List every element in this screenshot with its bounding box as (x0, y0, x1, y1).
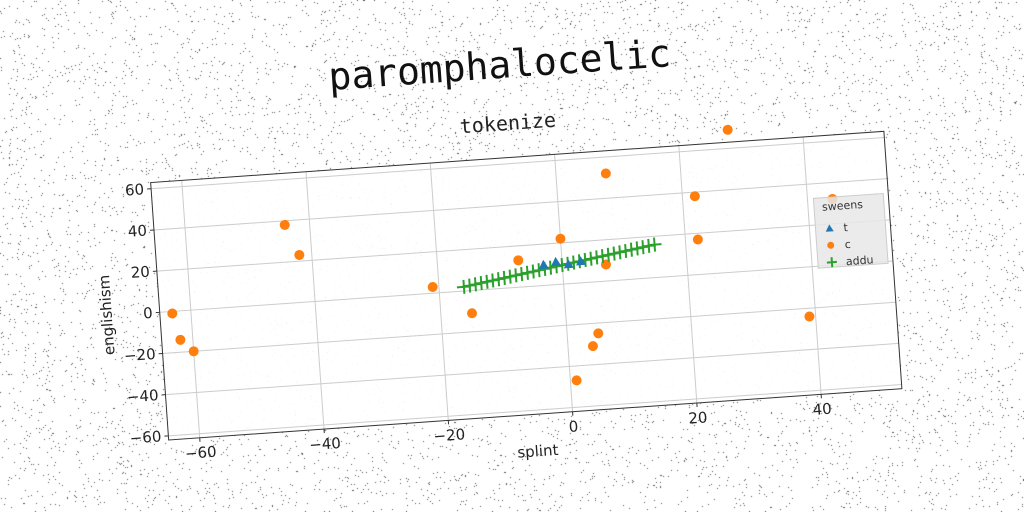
chart-suptitle: paromphalocelic (327, 31, 672, 99)
x-grid-line (181, 180, 201, 438)
chart-title: tokenize (459, 108, 557, 139)
legend-label: addu (845, 253, 874, 268)
y-grid-line (153, 178, 888, 231)
y-grid-line (162, 301, 896, 354)
x-grid-line (802, 136, 822, 395)
point-addu (647, 237, 662, 252)
point-c (555, 233, 566, 244)
point-c (689, 191, 700, 202)
y-tick-label: 60 (124, 180, 144, 199)
legend-marker-t (825, 224, 834, 232)
point-c (571, 375, 582, 386)
legend-marker-c (827, 241, 835, 249)
y-tick-label: −60 (129, 427, 162, 447)
legend-label: c (844, 238, 851, 251)
legend-box (812, 192, 889, 269)
point-c (513, 255, 524, 266)
point-c (804, 311, 815, 322)
point-c (467, 308, 478, 319)
plot-frame (150, 130, 903, 441)
y-tick-label: 0 (143, 304, 154, 323)
point-c (427, 282, 438, 293)
y-tick-labels: −60 −40 −20 0 20 40 60 (123, 180, 162, 447)
plot-area: −60 −40 −20 0 20 40 −60 −40 −20 0 20 40 60 splint e… (95, 124, 903, 463)
x-axis-label: splint (517, 441, 559, 462)
point-c (593, 328, 604, 339)
point-c (722, 124, 733, 135)
x-tick-labels: −60 −40 −20 0 20 40 (184, 400, 832, 463)
plot-background (150, 131, 902, 440)
legend-title: sweens (822, 198, 864, 214)
legend-entries: tc addu (825, 221, 874, 268)
point-c (587, 341, 598, 352)
y-grid-line (156, 219, 891, 272)
x-grid-line (305, 171, 325, 430)
y-grid-line (165, 342, 899, 396)
legend-label: t (843, 221, 849, 234)
grid-lines (147, 136, 902, 442)
x-tick-label: −40 (309, 434, 342, 454)
legend-marker-addu (826, 257, 837, 268)
x-grid-line (429, 162, 449, 421)
x-tick-label: 20 (688, 408, 708, 427)
y-grid-line (151, 136, 885, 190)
point-c (279, 219, 290, 230)
y-tick-label: 40 (127, 221, 147, 240)
point-t (538, 259, 549, 270)
x-tick-label: −20 (433, 425, 466, 445)
x-tick-label: 0 (568, 417, 579, 436)
y-axis-label: englishism (95, 274, 119, 356)
y-grid-line (159, 260, 893, 313)
x-grid-line (678, 145, 698, 404)
legend: sweens tc addu (812, 192, 889, 269)
point-t (551, 256, 562, 267)
x-tick-label: 40 (812, 400, 832, 419)
x-grid-line (554, 154, 574, 412)
y-grid-line (168, 384, 902, 437)
y-tick-label: −40 (126, 386, 159, 406)
point-t (576, 256, 587, 266)
point-c (167, 308, 178, 319)
x-tick-label: −60 (184, 443, 217, 463)
y-tick-label: 20 (130, 263, 150, 282)
point-c (600, 168, 611, 179)
y-tick-label: −20 (123, 345, 156, 365)
point-c (294, 249, 305, 260)
series-t (538, 256, 587, 270)
point-c (188, 346, 199, 357)
point-t (563, 259, 574, 269)
point-c (175, 334, 186, 345)
point-c (692, 234, 703, 245)
